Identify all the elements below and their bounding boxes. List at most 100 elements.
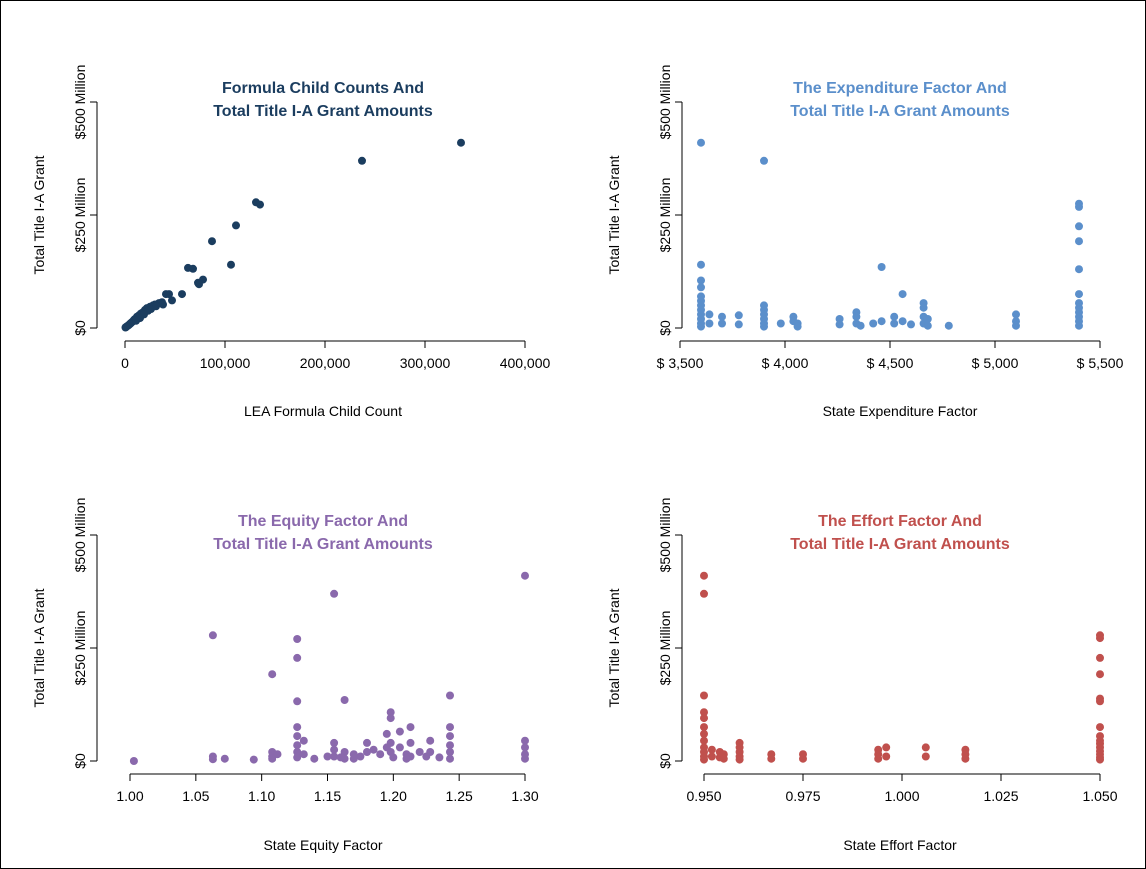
data-point	[330, 738, 339, 747]
data-point	[776, 319, 785, 328]
x-axis-label: State Expenditure Factor	[823, 403, 978, 419]
data-point	[1075, 237, 1083, 246]
data-point	[874, 754, 883, 763]
data-point	[446, 723, 454, 732]
data-point	[521, 571, 529, 580]
y-tick-label: $0	[72, 753, 88, 769]
data-point	[293, 723, 302, 732]
chart-title-line: The Expenditure Factor And	[793, 80, 1007, 97]
data-point	[700, 714, 708, 723]
data-point	[700, 723, 708, 732]
data-point	[268, 670, 277, 679]
y-tick-label: $0	[657, 753, 673, 769]
data-point	[944, 321, 953, 330]
data-point	[363, 738, 371, 747]
data-point	[799, 754, 807, 763]
data-point	[521, 754, 529, 763]
data-point	[1012, 310, 1020, 319]
data-point	[152, 302, 160, 311]
data-point	[159, 300, 167, 309]
data-point	[898, 317, 907, 326]
chart-title-line: The Equity Factor And	[238, 513, 408, 530]
data-point	[406, 723, 415, 732]
data-point	[369, 745, 378, 754]
data-point	[389, 753, 398, 762]
data-point	[330, 589, 339, 598]
data-point	[446, 732, 454, 741]
data-point	[1096, 670, 1104, 679]
x-tick-label: $ 4,000	[762, 355, 809, 371]
data-point	[921, 752, 930, 761]
data-point	[697, 276, 705, 285]
data-point	[521, 736, 529, 745]
y-tick-label: $0	[657, 320, 673, 336]
data-point	[718, 319, 726, 328]
data-point	[734, 311, 743, 320]
x-tick-label: 1.050	[1082, 788, 1117, 804]
data-point	[923, 315, 932, 323]
data-point	[293, 753, 302, 762]
y-axis-label: Total Title I-A Grant	[31, 155, 47, 274]
data-point	[227, 260, 235, 269]
x-axis-label: State Effort Factor	[843, 837, 957, 853]
data-point	[521, 743, 529, 752]
chart-title: The Expenditure Factor And Total Title I-…	[790, 80, 1010, 120]
data-point	[1075, 202, 1083, 211]
data-point	[208, 631, 217, 640]
data-point	[299, 736, 308, 745]
data-point	[735, 755, 744, 764]
data-point	[700, 736, 708, 745]
data-point	[293, 635, 302, 643]
data-point	[877, 317, 886, 326]
chart-title: The Effort Factor And Total Title I-A Gra…	[790, 513, 1010, 553]
y-tick-label: $0	[72, 320, 88, 336]
data-point	[919, 303, 928, 312]
data-point	[349, 754, 358, 763]
data-point	[336, 753, 345, 762]
data-point	[208, 237, 216, 246]
data-point	[734, 320, 743, 329]
y-axis-label: Total Title I-A Grant	[606, 155, 622, 274]
data-point	[1096, 697, 1104, 706]
data-point	[719, 754, 728, 763]
data-point	[877, 263, 886, 271]
chart-title-line: Total Title I-A Grant Amounts	[790, 536, 1010, 553]
data-point	[446, 748, 454, 756]
data-point	[707, 745, 716, 754]
data-point	[793, 322, 802, 331]
data-point	[961, 754, 970, 763]
data-point	[1012, 321, 1020, 330]
data-point	[1075, 222, 1083, 231]
x-tick-label: 1.00	[116, 788, 143, 804]
data-point	[760, 156, 768, 165]
data-point	[162, 290, 170, 299]
data-point	[273, 750, 282, 759]
data-point	[700, 571, 708, 580]
data-point	[189, 264, 197, 273]
data-point	[697, 322, 705, 331]
data-point	[386, 708, 395, 717]
data-point	[435, 753, 444, 762]
data-point	[907, 320, 915, 329]
y-tick-label: $500 Million	[657, 498, 673, 573]
x-tick-label: 1.25	[446, 788, 473, 804]
x-tick-label: $ 4,500	[867, 355, 914, 371]
data-point	[168, 296, 176, 305]
data-point	[358, 156, 366, 165]
x-tick-label: 1.30	[511, 788, 538, 804]
data-point	[426, 748, 435, 756]
data-point	[386, 714, 395, 723]
x-tick-label: $ 5,500	[1077, 355, 1124, 371]
chart-title-line: Total Title I-A Grant Amounts	[213, 536, 433, 553]
x-tick-label: 1.10	[248, 788, 275, 804]
data-point	[356, 752, 365, 761]
data-point	[293, 653, 302, 662]
data-point	[700, 691, 708, 700]
x-tick-label: $ 3,500	[657, 355, 704, 371]
x-tick-label: 300,000	[400, 355, 451, 371]
data-point	[705, 310, 714, 319]
chart-title: Formula Child Counts And Total Title I-A …	[213, 80, 433, 120]
x-tick-label: 1.05	[182, 788, 209, 804]
